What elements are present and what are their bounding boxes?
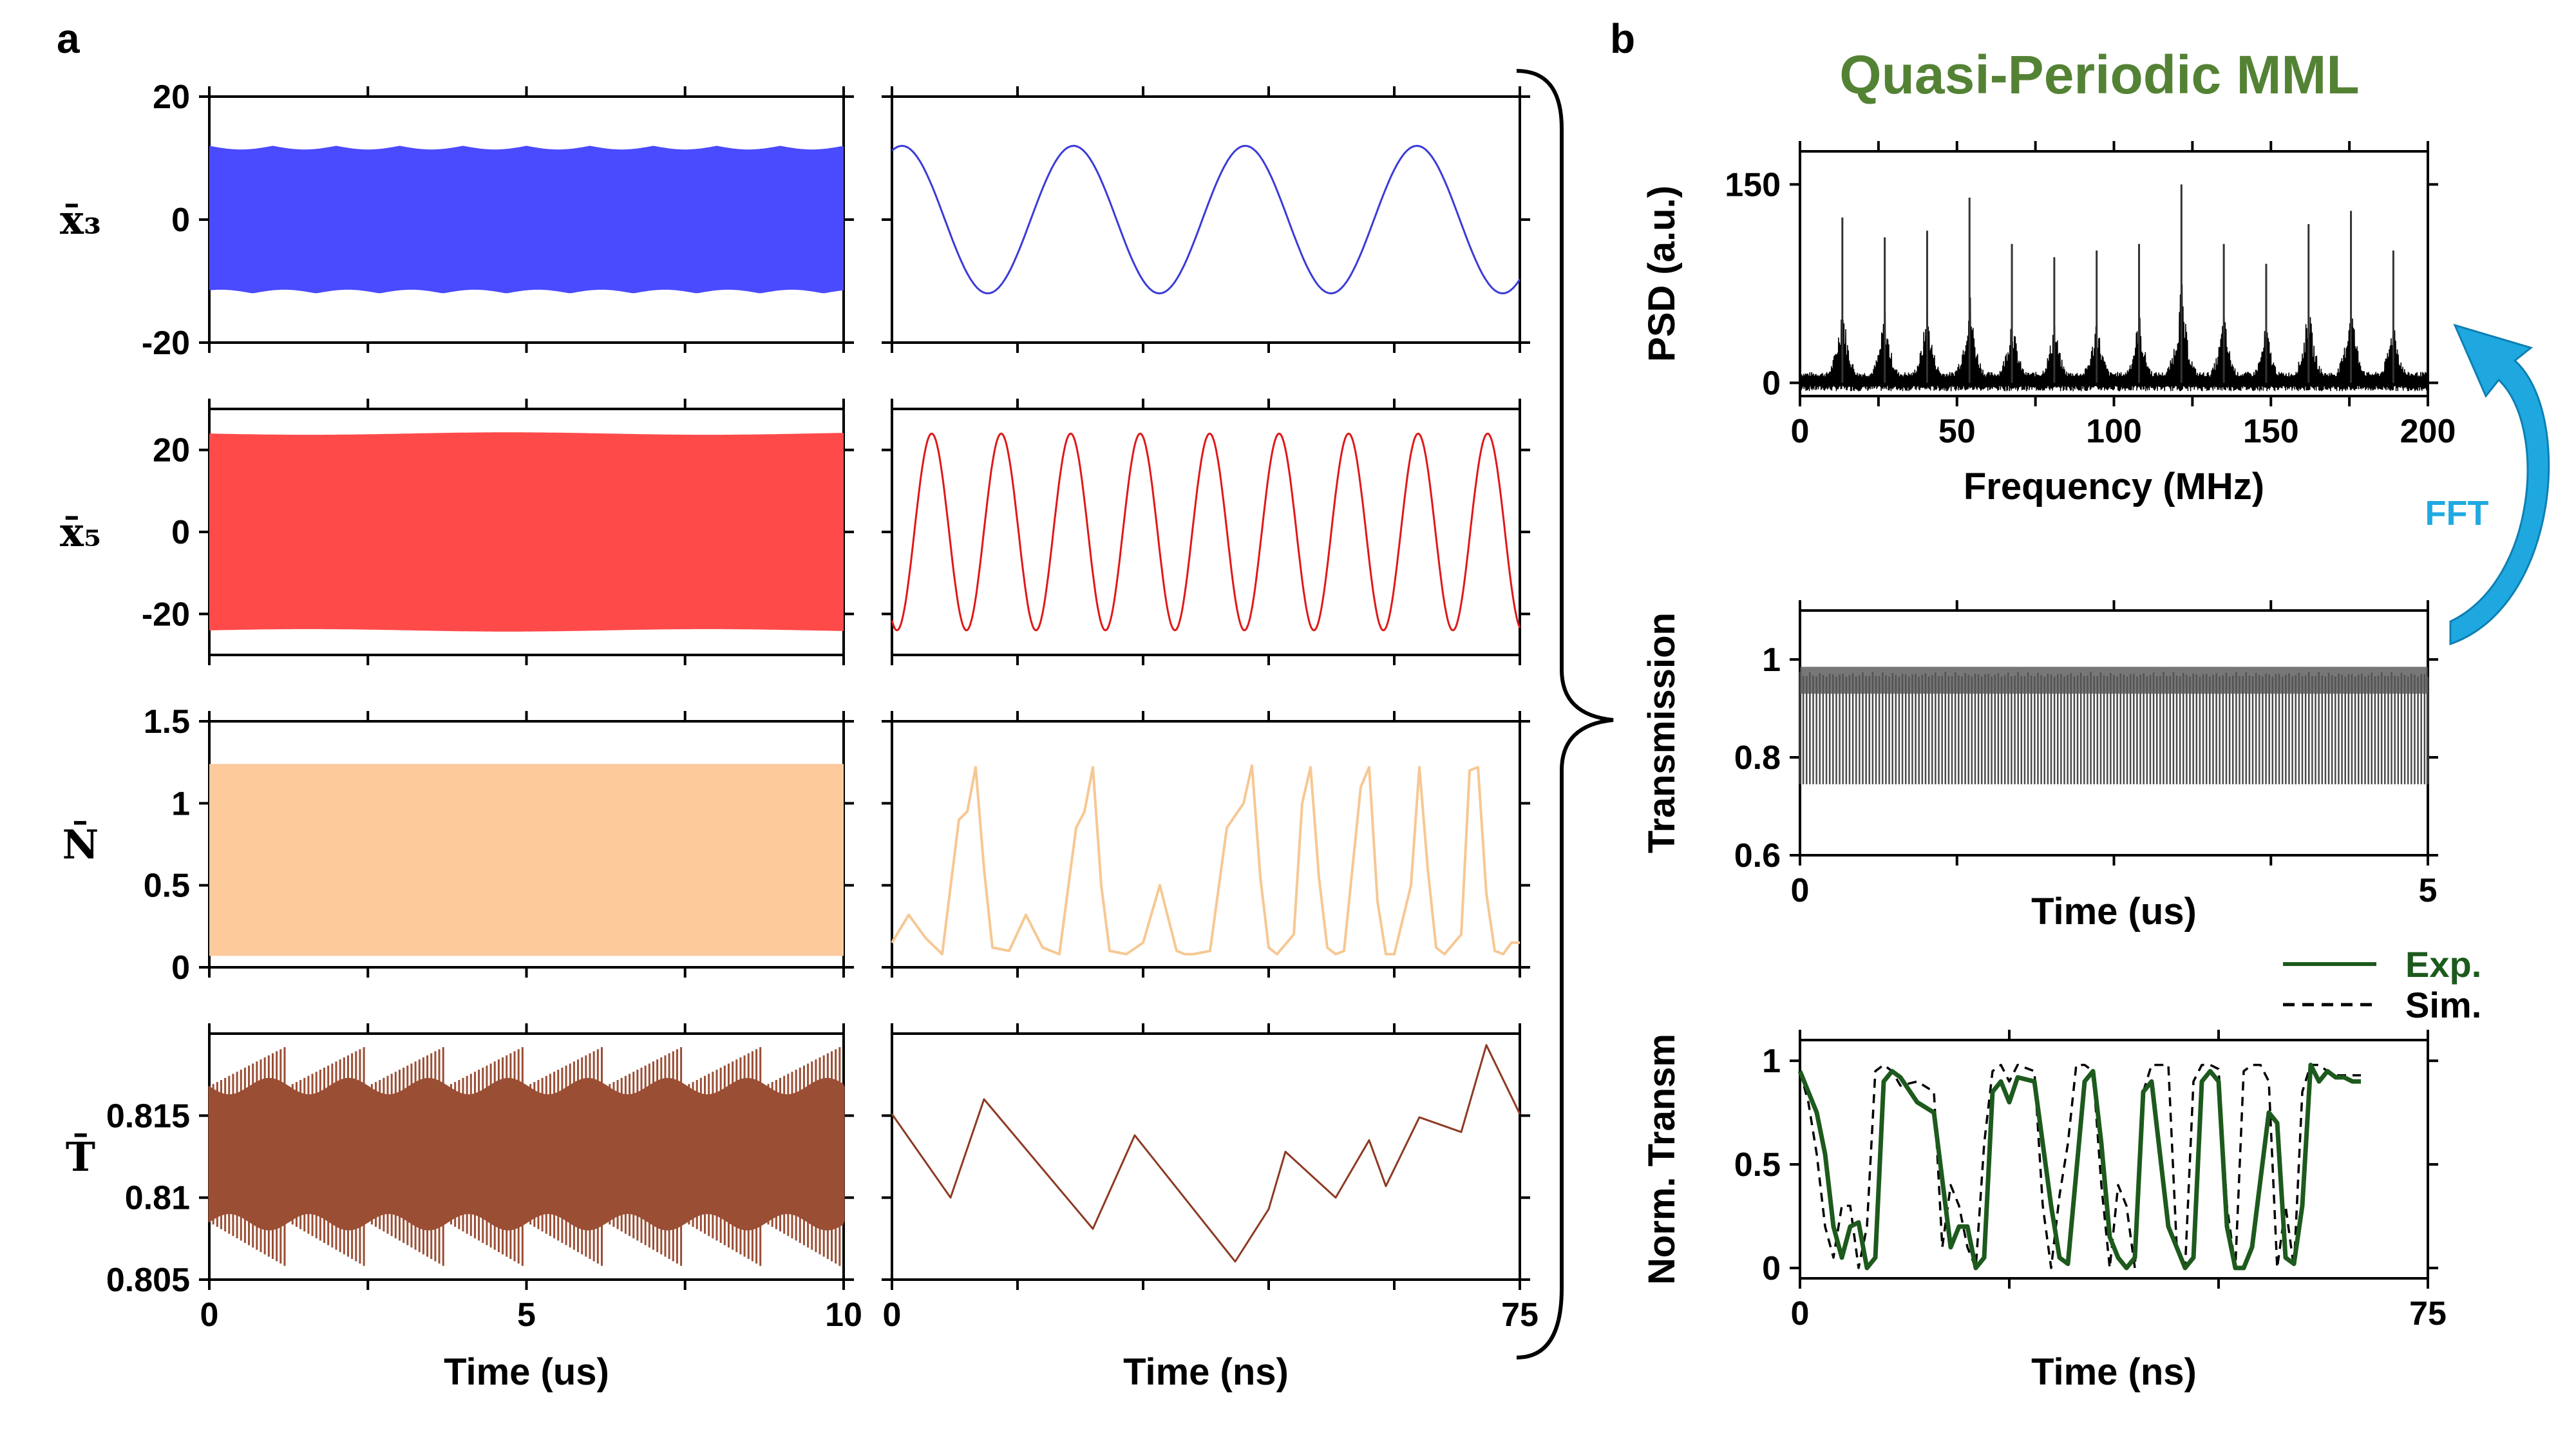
legend-exp-label: Exp.: [2405, 944, 2481, 985]
plot-layer: 200-20x̄₃200-20x̄₅1.510.50N̄0.8150.810.8…: [60, 79, 2456, 1393]
norm-axes: 1 0.5 00 75 Time (ns) Norm. Transm: [1641, 1030, 2447, 1393]
T_zoom-axes: 0 75 Time (ns): [882, 1023, 1539, 1393]
psd-ytick-label: 0: [1762, 365, 1781, 402]
T-zoom-line: [891, 1044, 1521, 1263]
fft-label: FFT: [2425, 494, 2489, 533]
T_long-ytick-label: 0.81: [125, 1180, 190, 1217]
panel-label-b: b: [1610, 15, 1635, 62]
trans-ytick-label: 1: [1762, 641, 1781, 679]
T_zoom-frame: [891, 1032, 1521, 1281]
panel-b-title: Quasi-Periodic MML: [1839, 44, 2359, 105]
N_long-row-label: N̄: [62, 821, 99, 868]
long-xtick-label: 10: [825, 1296, 862, 1334]
x5_zoom-frame: [891, 408, 1521, 656]
T_long-row-label: T̄: [66, 1133, 95, 1180]
x5_zoom-axes: [882, 399, 1530, 665]
trans-ytick-label: 0.6: [1734, 837, 1781, 875]
legend: Exp. Sim.: [2283, 944, 2481, 1025]
psd-trace: [1799, 284, 2429, 392]
fft-arrow: [2449, 323, 2550, 646]
norm-ytick-label: 0: [1762, 1250, 1781, 1287]
legend-sim-label: Sim.: [2405, 985, 2481, 1025]
x3_zoom-axes: [882, 86, 1530, 353]
x3_zoom-frame: [891, 95, 1521, 344]
x3_long-axes: 20 0 -20 x̄₃: [60, 79, 854, 362]
psd-xlabel: Frequency (MHz): [1964, 466, 2264, 507]
N_long-ytick-label: 1: [171, 785, 190, 822]
brace: [1516, 69, 1614, 1359]
psd-axes: 150 00 50 100 150 200 Frequency (MHz) PSD (a.u.…: [1641, 141, 2456, 507]
N-zoom-line: [891, 764, 1520, 956]
a-long-xlabel: Time (us): [444, 1351, 609, 1393]
long-xtick-label: 0: [200, 1296, 219, 1334]
x3_long-row-label: x̄₃: [60, 196, 101, 243]
zoom-xtick-label: 75: [1501, 1296, 1539, 1334]
x5_long-ytick-label: -20: [142, 596, 190, 633]
x5-zoom-line: [891, 432, 1521, 632]
trans-ytick-label: 0.8: [1734, 739, 1781, 777]
psd-xtick-label: 50: [1938, 413, 1976, 450]
x3_long-ytick-label: -20: [142, 325, 190, 362]
x3_long-ytick-label: 20: [153, 79, 190, 116]
x5_long-axes: 20 0 -20 x̄₅: [60, 399, 854, 665]
x5_long-row-label: x̄₅: [60, 509, 101, 556]
T_long-axes: 0.815 0.81 0.805 T̄ 0 5 10 Time (us): [66, 1023, 862, 1393]
norm-exp-line: [1797, 1063, 2361, 1271]
x3_long-ytick-label: 0: [171, 202, 190, 239]
x3-band: [209, 146, 844, 294]
a-zoom-xlabel: Time (ns): [1123, 1351, 1289, 1393]
trans-xtick-label: 5: [2419, 872, 2438, 909]
long-xtick-label: 5: [517, 1296, 536, 1334]
norm-sim-line: [1799, 1063, 2361, 1269]
norm-xtick-label: 75: [2409, 1295, 2447, 1332]
norm-ytick-label: 0.5: [1734, 1146, 1781, 1184]
T_long-ytick-label: 0.805: [106, 1262, 190, 1299]
N_long-axes: 1.5 1 0.5 0 N̄: [62, 703, 854, 987]
psd-ylabel: PSD (a.u.): [1641, 185, 1683, 362]
trans-axes: 1 0.8 0.6 0 5 Time (us) Transmission: [1641, 600, 2438, 933]
trans-xlabel: Time (us): [2031, 891, 2197, 933]
norm-xlabel: Time (ns): [2031, 1351, 2197, 1393]
N_long-ytick-label: 0.5: [144, 867, 190, 905]
x5-band: [209, 432, 844, 632]
norm-ytick-label: 1: [1762, 1043, 1781, 1080]
N_zoom-frame: [891, 720, 1521, 969]
x3-zoom-line: [891, 144, 1521, 295]
psd-xtick-label: 100: [2086, 413, 2142, 450]
x5_long-ytick-label: 0: [171, 514, 190, 551]
trans-xtick-label: 0: [1791, 872, 1810, 909]
trans-top-band: [1800, 667, 2428, 694]
N_zoom-axes: [882, 711, 1530, 978]
psd-xtick-label: 0: [1791, 413, 1810, 450]
norm-frame: [1799, 1039, 2429, 1280]
T_long-ytick-label: 0.815: [106, 1097, 190, 1135]
zoom-xtick-label: 0: [883, 1296, 902, 1334]
panel-label-a: a: [57, 15, 80, 62]
N-band: [209, 764, 844, 956]
trans-ylabel: Transmission: [1641, 612, 1683, 853]
norm-xtick-label: 0: [1791, 1295, 1810, 1332]
psd-frame: [1799, 150, 2429, 397]
psd-xtick-label: 150: [2243, 413, 2299, 450]
N_long-ytick-label: 1.5: [144, 703, 190, 741]
norm-ylabel: Norm. Transm: [1641, 1034, 1683, 1285]
psd-ytick-label: 150: [1725, 166, 1781, 204]
psd-xtick-label: 200: [2400, 413, 2456, 450]
T-band: [209, 1077, 844, 1231]
N_long-ytick-label: 0: [171, 949, 190, 987]
x5_long-ytick-label: 20: [153, 432, 190, 469]
